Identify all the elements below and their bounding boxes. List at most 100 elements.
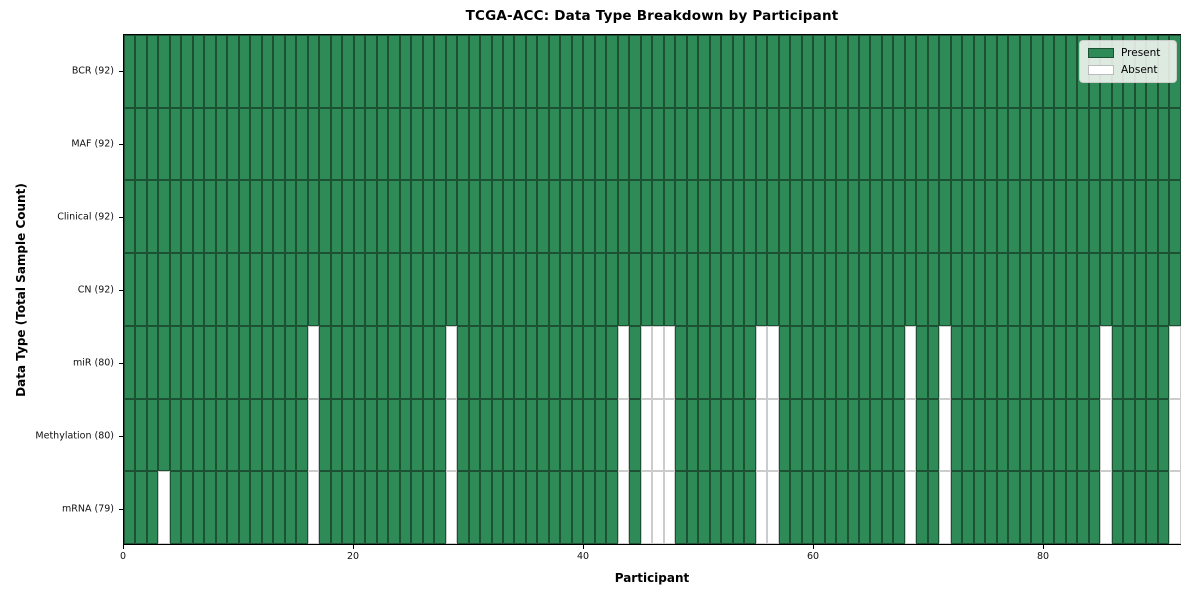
cell-present-MAF-18 bbox=[330, 107, 343, 181]
cell-present-mRNA-26 bbox=[422, 471, 435, 545]
cell-present-CN-86 bbox=[1111, 253, 1124, 326]
cell-present-mRNA-72 bbox=[950, 471, 963, 545]
cell-present-mRNA-63 bbox=[847, 471, 859, 545]
y-tick-label-BCR: BCR (92) bbox=[71, 65, 114, 76]
cell-present-Methylation-32 bbox=[491, 398, 503, 472]
cell-absent-mRNA-16 bbox=[307, 471, 320, 545]
cell-present-MAF-63 bbox=[847, 107, 859, 181]
cell-present-Clinical-52 bbox=[721, 180, 733, 254]
cell-present-Methylation-58 bbox=[790, 398, 802, 472]
cell-present-MAF-28 bbox=[445, 107, 458, 181]
cell-present-Clinical-29 bbox=[457, 180, 469, 254]
cell-present-mRNA-51 bbox=[709, 471, 722, 545]
cell-present-mRNA-48 bbox=[675, 471, 687, 545]
cell-present-CN-53 bbox=[732, 253, 745, 326]
cell-present-mRNA-78 bbox=[1019, 471, 1032, 545]
cell-present-Methylation-33 bbox=[502, 398, 515, 472]
cell-present-CN-37 bbox=[548, 253, 561, 326]
cell-present-mRNA-40 bbox=[583, 471, 595, 545]
cell-present-MAF-41 bbox=[594, 107, 607, 181]
cell-present-Clinical-37 bbox=[548, 180, 561, 254]
cell-present-MAF-23 bbox=[388, 107, 400, 181]
cell-present-Methylation-14 bbox=[284, 398, 297, 472]
cell-present-Methylation-6 bbox=[192, 398, 205, 472]
cell-present-Methylation-51 bbox=[709, 398, 722, 472]
cell-present-CN-9 bbox=[227, 253, 239, 326]
cell-present-miR-89 bbox=[1146, 325, 1158, 399]
cell-present-miR-82 bbox=[1065, 325, 1078, 399]
cell-present-miR-27 bbox=[434, 325, 446, 399]
cell-present-BCR-7 bbox=[204, 35, 216, 108]
cell-absent-mRNA-55 bbox=[755, 471, 768, 545]
cell-present-Clinical-9 bbox=[227, 180, 239, 254]
cell-present-mRNA-69 bbox=[916, 471, 928, 545]
cell-present-MAF-46 bbox=[652, 107, 664, 181]
cell-present-MAF-59 bbox=[801, 107, 814, 181]
cell-present-MAF-61 bbox=[824, 107, 837, 181]
cell-present-Clinical-77 bbox=[1008, 180, 1020, 254]
cell-present-Clinical-51 bbox=[709, 180, 722, 254]
cell-present-Methylation-1 bbox=[135, 398, 147, 472]
cell-present-CN-69 bbox=[916, 253, 928, 326]
cell-present-Methylation-8 bbox=[215, 398, 228, 472]
cell-present-mRNA-37 bbox=[548, 471, 561, 545]
cell-present-Clinical-36 bbox=[537, 180, 549, 254]
cell-present-BCR-30 bbox=[468, 35, 481, 108]
cell-present-BCR-31 bbox=[480, 35, 492, 108]
cell-present-BCR-20 bbox=[353, 35, 366, 108]
cell-present-CN-10 bbox=[238, 253, 251, 326]
cell-present-CN-43 bbox=[617, 253, 630, 326]
cell-present-MAF-19 bbox=[342, 107, 354, 181]
cell-present-BCR-56 bbox=[767, 35, 779, 108]
y-tick-mark bbox=[119, 70, 123, 72]
cell-present-Methylation-78 bbox=[1019, 398, 1032, 472]
cell-present-Clinical-84 bbox=[1088, 180, 1101, 254]
cell-present-Clinical-39 bbox=[571, 180, 584, 254]
chart-title: TCGA-ACC: Data Type Breakdown by Partici… bbox=[465, 8, 839, 24]
cell-present-MAF-29 bbox=[457, 107, 469, 181]
cell-present-CN-46 bbox=[652, 253, 664, 326]
cell-present-Clinical-70 bbox=[927, 180, 940, 254]
cell-present-BCR-4 bbox=[169, 35, 182, 108]
y-axis-label: Data Type (Total Sample Count) bbox=[14, 183, 28, 397]
cell-present-miR-49 bbox=[686, 325, 699, 399]
cell-present-MAF-87 bbox=[1123, 107, 1135, 181]
cell-present-Methylation-5 bbox=[181, 398, 193, 472]
cell-present-Clinical-56 bbox=[767, 180, 779, 254]
cell-present-mRNA-4 bbox=[169, 471, 182, 545]
cell-present-CN-80 bbox=[1042, 253, 1055, 326]
cell-present-Clinical-22 bbox=[376, 180, 389, 254]
cell-present-CN-8 bbox=[215, 253, 228, 326]
cell-present-miR-30 bbox=[468, 325, 481, 399]
cell-present-MAF-70 bbox=[927, 107, 940, 181]
cell-present-BCR-53 bbox=[732, 35, 745, 108]
cell-present-Methylation-0 bbox=[124, 398, 136, 472]
cell-present-BCR-75 bbox=[985, 35, 997, 108]
cell-present-mRNA-19 bbox=[342, 471, 354, 545]
cell-present-miR-65 bbox=[870, 325, 882, 399]
cell-present-Clinical-65 bbox=[870, 180, 882, 254]
cell-present-MAF-20 bbox=[353, 107, 366, 181]
legend-item-absent: Absent bbox=[1088, 64, 1168, 76]
cell-present-miR-76 bbox=[996, 325, 1009, 399]
cell-present-BCR-37 bbox=[548, 35, 561, 108]
cell-present-MAF-86 bbox=[1111, 107, 1124, 181]
cell-present-CN-63 bbox=[847, 253, 859, 326]
cell-absent-mRNA-91 bbox=[1169, 471, 1181, 545]
heatmap-row-Methylation bbox=[124, 398, 1181, 472]
cell-present-miR-62 bbox=[836, 325, 848, 399]
cell-present-Clinical-45 bbox=[640, 180, 653, 254]
cell-absent-Methylation-43 bbox=[617, 398, 630, 472]
cell-present-miR-88 bbox=[1134, 325, 1147, 399]
cell-present-Clinical-68 bbox=[904, 180, 917, 254]
cell-present-Methylation-53 bbox=[732, 398, 745, 472]
cell-absent-miR-47 bbox=[663, 325, 676, 399]
cell-present-CN-30 bbox=[468, 253, 481, 326]
cell-present-miR-87 bbox=[1123, 325, 1135, 399]
cell-present-CN-51 bbox=[709, 253, 722, 326]
cell-present-Clinical-72 bbox=[950, 180, 963, 254]
cell-absent-mRNA-45 bbox=[640, 471, 653, 545]
cell-present-BCR-19 bbox=[342, 35, 354, 108]
cell-present-Methylation-74 bbox=[973, 398, 986, 472]
cell-present-miR-78 bbox=[1019, 325, 1032, 399]
